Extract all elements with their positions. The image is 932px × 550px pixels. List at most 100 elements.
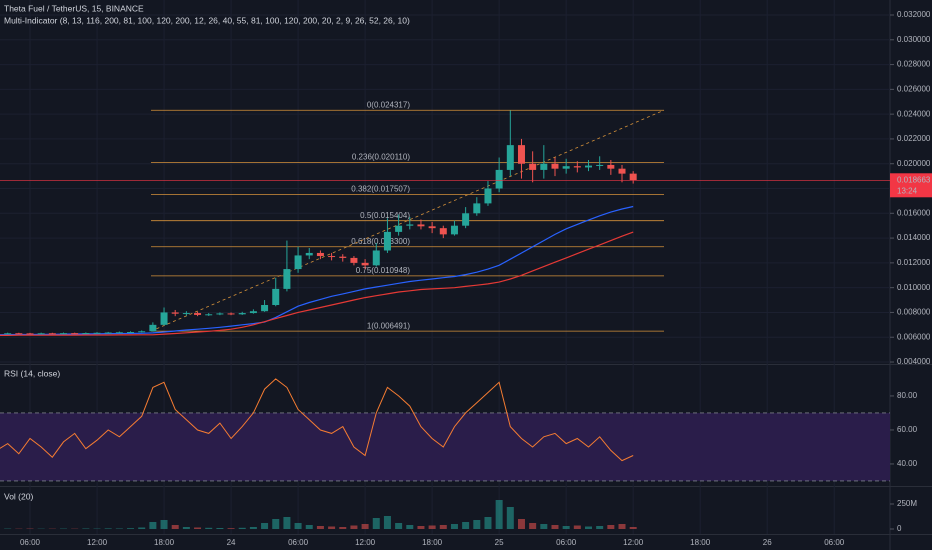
rsi-title: RSI (14, close)	[4, 368, 60, 378]
volume-bar	[585, 526, 592, 529]
volume-bar	[194, 527, 202, 529]
y-tick-label: 0.004000	[897, 357, 931, 366]
volume-bar	[216, 528, 224, 529]
fib-label: 0.5(0.015404)	[360, 211, 410, 220]
volume-bar	[82, 528, 90, 529]
x-tick-label: 12:00	[355, 538, 376, 547]
candle-body	[484, 188, 492, 204]
candle-body	[540, 163, 548, 170]
candle-body	[383, 231, 391, 251]
candle-body	[216, 313, 224, 315]
last-price-box	[890, 173, 932, 198]
volume-bar	[305, 525, 313, 529]
candle-body	[529, 163, 537, 170]
candle-body	[361, 262, 369, 266]
volume-bar	[283, 517, 291, 529]
candle-body	[618, 168, 626, 174]
volume-bar	[205, 527, 213, 529]
last-price-label: 0.018663	[897, 175, 931, 184]
candle-body	[171, 312, 179, 314]
candle-body	[115, 332, 123, 334]
candle-body	[182, 313, 190, 315]
volume-bar	[417, 526, 425, 529]
candle-body	[573, 166, 581, 168]
y-tick-label: 0.022000	[897, 134, 931, 143]
fib-label: 1(0.006491)	[367, 321, 410, 330]
candle-body	[283, 269, 291, 289]
x-tick-label: 06:00	[20, 538, 41, 547]
candle-body	[350, 257, 358, 263]
volume-bar	[484, 517, 492, 529]
volume-bar	[607, 525, 615, 529]
candle-body	[551, 163, 559, 169]
candle-body	[37, 333, 45, 335]
y-tick-label: 0.030000	[897, 35, 931, 44]
volume-bar	[350, 525, 358, 529]
volume-bar	[395, 523, 403, 529]
candle-body	[104, 332, 112, 334]
x-tick-label: 06:00	[824, 538, 845, 547]
candle-body	[305, 252, 313, 256]
volume-bar	[182, 527, 190, 529]
x-tick-label: 06:00	[288, 538, 309, 547]
candle-body	[473, 203, 481, 214]
x-tick-label: 24	[227, 538, 236, 547]
candle-body	[272, 288, 280, 306]
volume-bar	[573, 525, 581, 529]
y-tick-label: 80.00	[897, 391, 918, 400]
y-tick-label: 0.014000	[897, 233, 931, 242]
candle-body	[15, 333, 23, 335]
candle-body	[71, 333, 79, 335]
x-tick-label: 12:00	[623, 538, 644, 547]
candle-body	[149, 324, 157, 332]
volume-bar	[517, 519, 525, 529]
candle-body	[227, 313, 235, 315]
chart-title: Theta Fuel / TetherUS, 15, BINANCE	[4, 3, 144, 13]
plots: 0(0.024317) 0.236(0.020110) 0.382(0.017507…	[0, 100, 890, 529]
volume-bar	[149, 522, 157, 529]
candle-body	[294, 255, 302, 270]
candle-body	[596, 164, 604, 166]
candle-body	[194, 313, 202, 315]
moving-average	[0, 205, 634, 336]
candle-body	[205, 314, 213, 316]
candle-body	[506, 145, 514, 170]
volume-bar	[227, 528, 235, 529]
volume-bar	[618, 524, 626, 529]
candle-body	[138, 331, 146, 333]
grid	[0, 0, 890, 534]
candle-body	[48, 333, 56, 335]
y-tick-label: 0.008000	[897, 308, 931, 317]
countdown-label: 13:24	[897, 186, 918, 195]
y-tick-label: 0.012000	[897, 258, 931, 267]
candle-body	[417, 224, 425, 227]
indicator-title: Multi-Indicator (8, 13, 116, 200, 81, 10…	[4, 15, 410, 25]
y-tick-label: 60.00	[897, 425, 918, 434]
volume-bar	[160, 520, 168, 529]
candle-body	[450, 225, 458, 235]
y-tick-label: 0.020000	[897, 159, 931, 168]
volume-bar	[596, 526, 604, 529]
y-tick-label: 0.016000	[897, 208, 931, 217]
volume-bar	[328, 526, 336, 529]
x-tick-label: 25	[495, 538, 504, 547]
fib-label: 0(0.024317)	[367, 100, 410, 109]
candle-body	[82, 333, 90, 335]
candle-body	[127, 332, 135, 334]
fib-label: 0.75(0.010948)	[356, 266, 411, 275]
rsi-line	[0, 378, 634, 462]
volume-bar	[272, 519, 280, 529]
y-tick-label: 0.006000	[897, 332, 931, 341]
volume-bar	[127, 528, 135, 529]
candle-body	[607, 164, 615, 169]
candle-body	[562, 166, 570, 169]
volume-bar	[551, 525, 559, 529]
candle-body	[160, 312, 168, 325]
x-tick-label: 18:00	[154, 538, 175, 547]
candle-body	[261, 305, 269, 312]
volume-bar	[316, 526, 324, 529]
volume-bar	[339, 527, 347, 529]
candle-body	[428, 226, 436, 229]
candle-body	[495, 169, 503, 189]
volume-bar	[450, 524, 458, 529]
